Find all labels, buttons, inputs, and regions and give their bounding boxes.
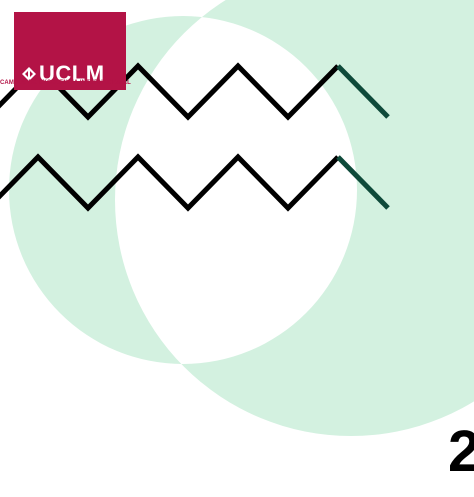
- uclm-emblem-icon: [22, 67, 36, 81]
- uclm-logo-tagline: CAMPUS DE EXCELENCIA INTERNACIONAL: [0, 80, 131, 86]
- uclm-logo-text: UCLM: [39, 61, 105, 86]
- uclm-logo[interactable]: UCLM: [14, 12, 126, 90]
- slide-page-number: 2: [448, 419, 474, 484]
- zigzag-line-top-end: [336, 64, 390, 119]
- decorative-ring: [9, 0, 474, 436]
- zigzag-line-bottom: [0, 153, 340, 212]
- zigzag-line-bottom-end: [336, 155, 390, 210]
- uclm-logo-mark: UCLM: [22, 61, 126, 86]
